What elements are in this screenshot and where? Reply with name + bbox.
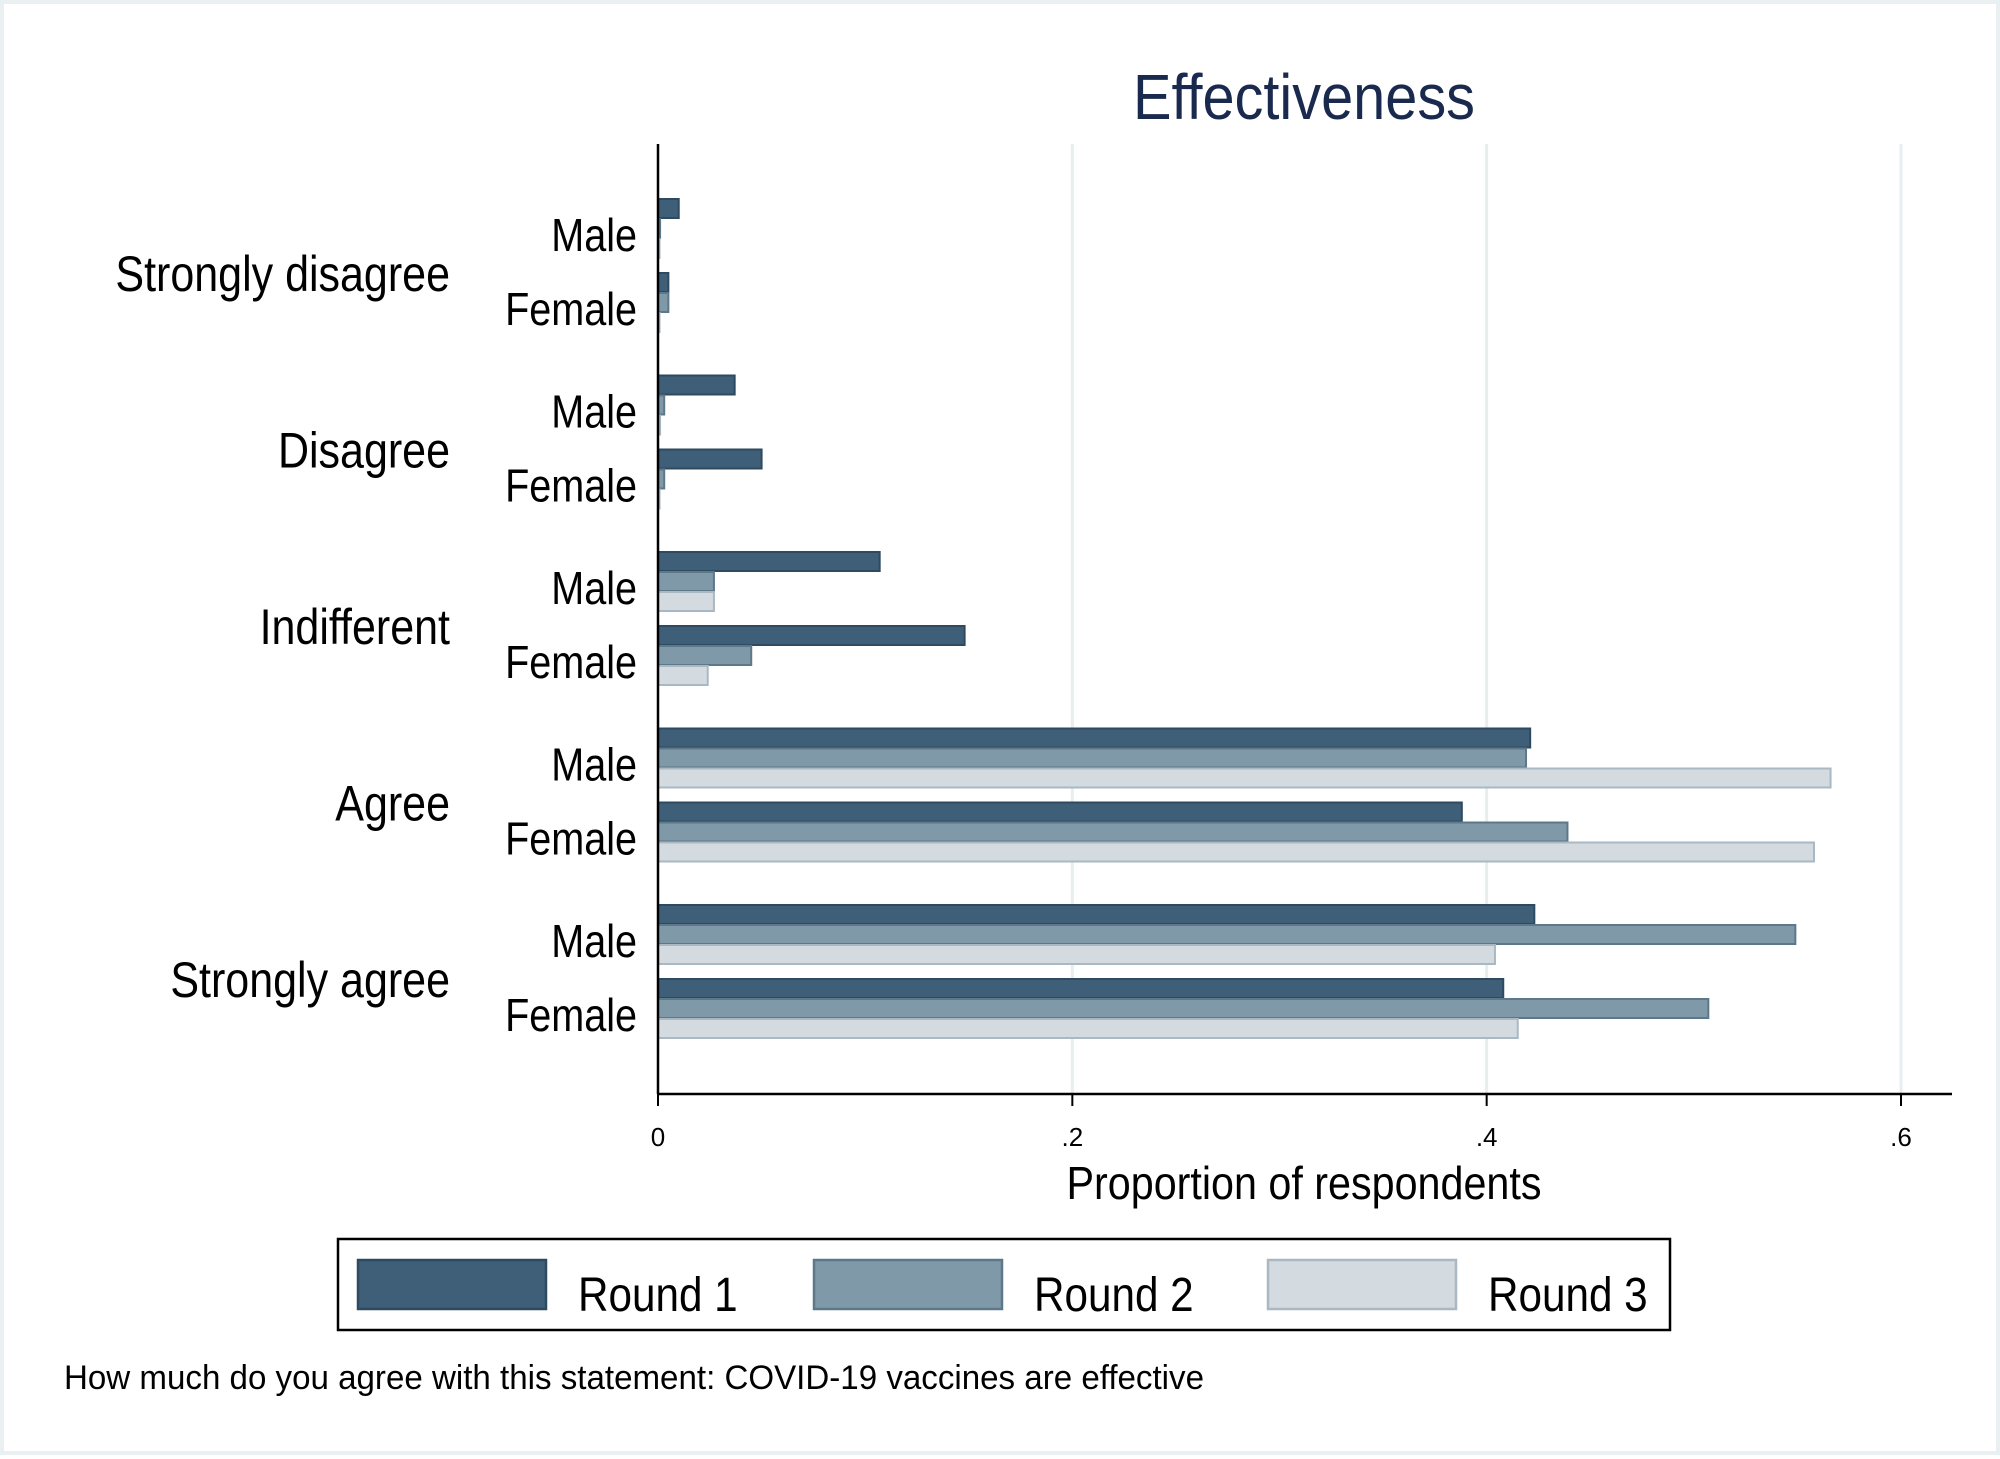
subgroup-label: Female [505,990,637,1041]
group-label: Agree [335,775,450,831]
subgroup-label: Male [551,210,637,261]
x-tick-label: .6 [1890,1122,1912,1152]
group-label: Strongly agree [170,952,450,1008]
subgroup-label: Male [551,916,637,967]
bar [657,924,1797,945]
bar [657,821,1569,843]
bar [657,551,881,572]
bar [657,1018,1519,1039]
bar [657,272,670,293]
bar [657,801,1463,823]
bar [657,747,1528,769]
legend-label: Round 2 [1034,1267,1194,1321]
legend-swatch [356,1258,548,1311]
chart-title: Effectiveness [1133,61,1475,133]
bar-chart: Strongly disagree Male Female Disagree Male F… [64,61,1952,1397]
bars [657,198,1832,1039]
group-label: Indifferent [260,599,450,655]
axes [656,144,1952,1096]
subgroup-label: Male [551,387,637,438]
legend-label: Round 1 [578,1267,738,1321]
x-tick-label: .4 [1476,1122,1498,1152]
legend-swatch [1266,1258,1458,1311]
bar [657,292,670,313]
bar [657,904,1536,925]
bar [657,374,736,396]
legend: Round 1 Round 2 Round 3 [336,1237,1672,1332]
bar [657,841,1815,863]
subgroup-label: Female [505,814,637,865]
bar [657,625,966,646]
category-labels: Strongly disagree Male Female Disagree Male F… [115,210,637,1041]
bar [657,727,1532,749]
subgroup-label: Female [505,284,637,335]
x-tick-label: 0 [651,1122,665,1152]
bar [657,998,1710,1019]
x-axis-label: Proportion of respondents [1067,1157,1542,1209]
legend-label: Round 3 [1488,1267,1648,1321]
bar [657,944,1496,965]
x-tick-labels: 0 .2 .4 .6 [651,1094,1912,1152]
bar [657,665,709,686]
bar [657,448,763,470]
bar [657,767,1832,789]
bar [657,978,1505,999]
bar [657,591,715,612]
legend-swatch [812,1258,1004,1311]
group-label: Disagree [278,422,450,478]
subgroup-label: Female [505,461,637,512]
bar [657,645,753,666]
chart-note: How much do you agree with this statemen… [64,1359,1204,1397]
group-label: Strongly disagree [115,246,450,302]
subgroup-label: Male [551,563,637,614]
subgroup-label: Female [505,637,637,688]
bar [657,198,680,219]
bar [657,571,715,592]
subgroup-label: Male [551,740,637,791]
x-tick-label: .2 [1061,1122,1083,1152]
